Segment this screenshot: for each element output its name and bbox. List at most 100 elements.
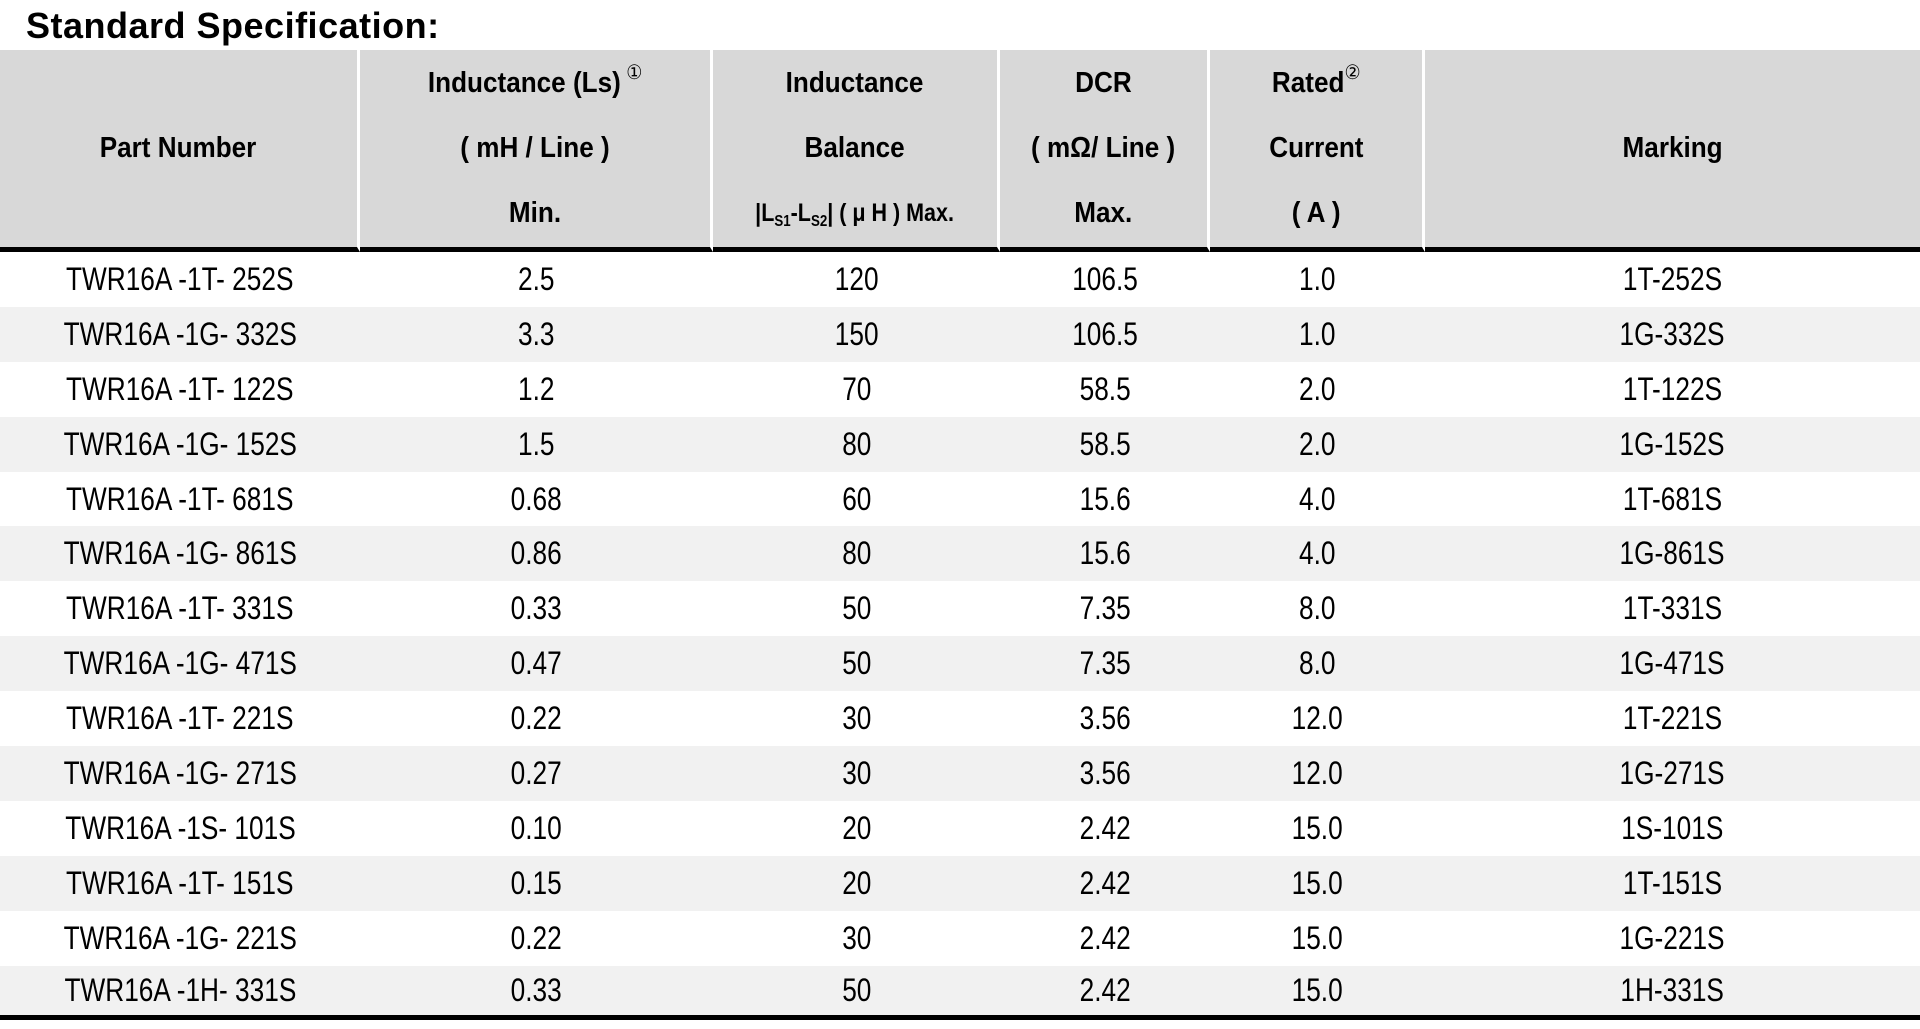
table-row: TWR16A -1H- 331S 0.33 50 2.42 15.0 1H-331S	[0, 965, 1920, 1021]
dcr-max-cell: 2.42	[1000, 856, 1210, 911]
header-line: |LS1-LS2| ( μ H ) Max.	[713, 181, 997, 246]
cell-text: 7.35	[1079, 645, 1131, 682]
cell-text: TWR16A -1G- 152S	[63, 425, 297, 462]
header-label-formula: |LS1-LS2| ( μ H ) Max.	[756, 181, 955, 246]
header-label: Part Number	[100, 132, 257, 164]
cell-text: 106.5	[1072, 260, 1138, 297]
rated-current-cell: 15.0	[1210, 856, 1425, 911]
inductance-balance-cell: 20	[713, 801, 1000, 856]
table-row: TWR16A -1S- 101S 0.10 20 2.42 15.0 1S-101S	[0, 800, 1920, 856]
cell-text: 8.0	[1299, 590, 1336, 627]
cell-text: TWR16A -1G- 471S	[63, 645, 297, 682]
marking-cell: 1G-332S	[1425, 307, 1920, 362]
marking-cell: 1T-221S	[1425, 691, 1920, 746]
dcr-max-cell: 3.56	[1000, 691, 1210, 746]
formula-part: -L	[791, 199, 812, 227]
inductance-min-cell: 0.86	[360, 526, 713, 581]
cell-text: TWR16A -1T- 151S	[66, 864, 294, 901]
rated-current-cell: 2.0	[1210, 362, 1425, 417]
cell-text: 150	[834, 315, 879, 352]
cell-text: 3.56	[1079, 700, 1131, 737]
cell-text: 15.6	[1079, 480, 1131, 517]
rated-current-cell: 15.0	[1210, 966, 1425, 1021]
inductance-balance-cell: 30	[713, 911, 1000, 966]
header-label: ( mΩ/ Line )	[1031, 132, 1176, 164]
table-row: TWR16A -1G- 152S 1.5 80 58.5 2.0 1G-152S	[0, 416, 1920, 472]
rated-current-cell: 12.0	[1210, 746, 1425, 801]
footnote-marker-1: ①	[626, 62, 643, 84]
header-line: ( A )	[1210, 181, 1422, 246]
cell-text: 1H-331S	[1620, 972, 1725, 1009]
cell-text: 12.0	[1291, 700, 1344, 737]
inductance-balance-cell: 50	[713, 581, 1000, 636]
inductance-min-cell: 2.5	[360, 252, 713, 307]
header-line: Balance	[713, 116, 997, 181]
table-row: TWR16A -1T- 681S 0.68 60 15.6 4.0 1T-681S	[0, 471, 1920, 527]
cell-text: 12.0	[1291, 754, 1344, 791]
inductance-min-cell: 3.3	[360, 307, 713, 362]
header-line: ( mH / Line )	[360, 116, 710, 181]
marking-cell: 1G-271S	[1425, 746, 1920, 801]
dcr-max-cell: 58.5	[1000, 417, 1210, 472]
cell-text: 1T-122S	[1622, 370, 1723, 407]
inductance-min-cell: 0.27	[360, 746, 713, 801]
header-line: ( mΩ/ Line )	[1000, 116, 1207, 181]
cell-text: 1T-221S	[1622, 700, 1723, 737]
cell-text: 1G-471S	[1619, 645, 1726, 682]
inductance-balance-cell: 20	[713, 856, 1000, 911]
table-row: TWR16A -1T- 331S 0.33 50 7.35 8.0 1T-331S	[0, 581, 1920, 637]
header-line: Inductance	[713, 51, 997, 116]
cell-text: 15.6	[1079, 535, 1131, 572]
part-number-cell: TWR16A -1G- 332S	[0, 307, 360, 362]
cell-text: TWR16A -1T- 681S	[66, 480, 294, 517]
cell-text: 0.22	[510, 700, 563, 737]
cell-text: 1.0	[1299, 260, 1336, 297]
inductance-min-cell: 0.47	[360, 636, 713, 691]
marking-cell: 1T-331S	[1425, 581, 1920, 636]
formula-subscript: S1	[774, 213, 792, 230]
header-label: Current	[1268, 132, 1364, 164]
formula-subscript: S2	[811, 213, 828, 230]
cell-text: 1T-151S	[1622, 864, 1723, 901]
table-row: TWR16A -1T- 122S 1.2 70 58.5 2.0 1T-122S	[0, 361, 1920, 417]
table-row: TWR16A -1G- 271S 0.27 30 3.56 12.0 1G-271S	[0, 746, 1920, 801]
cell-text: 8.0	[1299, 645, 1336, 682]
rated-current-cell: 1.0	[1210, 252, 1425, 307]
cell-text: 30	[841, 700, 872, 737]
col-header-rated-current: Rated② Current ( A )	[1210, 50, 1425, 252]
cell-text: 1G-332S	[1619, 315, 1726, 352]
marking-cell: 1H-331S	[1425, 966, 1920, 1021]
header-line: Max.	[1000, 181, 1207, 246]
cell-text: 106.5	[1072, 315, 1138, 352]
cell-text: 50	[841, 972, 872, 1009]
page-title: Standard Specification:	[26, 5, 440, 46]
marking-cell: 1T-151S	[1425, 856, 1920, 911]
header-label: Max.	[1074, 197, 1133, 229]
header-label: Inductance	[786, 67, 924, 99]
cell-text: 2.42	[1079, 809, 1131, 846]
rated-current-cell: 15.0	[1210, 801, 1425, 856]
cell-text: 7.35	[1079, 590, 1131, 627]
cell-text: 30	[841, 754, 872, 791]
cell-text: 15.0	[1291, 809, 1344, 846]
inductance-min-cell: 1.5	[360, 417, 713, 472]
header-line: Min.	[360, 181, 710, 246]
cell-text: 0.33	[510, 590, 563, 627]
header-line: Current	[1210, 116, 1422, 181]
table-row: TWR16A -1G- 332S 3.3 150 106.5 1.0 1G-332S	[0, 306, 1920, 362]
marking-cell: 1T-681S	[1425, 472, 1920, 527]
inductance-min-cell: 0.22	[360, 911, 713, 966]
table-row: TWR16A -1T- 252S 2.5 120 106.5 1.0 1T-252S	[0, 252, 1920, 307]
rated-current-cell: 8.0	[1210, 636, 1425, 691]
rated-current-cell: 4.0	[1210, 472, 1425, 527]
inductance-min-cell: 0.33	[360, 966, 713, 1021]
cell-text: 2.42	[1079, 972, 1131, 1009]
cell-text: 1T-681S	[1622, 480, 1723, 517]
inductance-min-cell: 0.68	[360, 472, 713, 527]
dcr-max-cell: 106.5	[1000, 307, 1210, 362]
marking-cell: 1S-101S	[1425, 801, 1920, 856]
rated-current-cell: 15.0	[1210, 911, 1425, 966]
cell-text: 2.0	[1299, 425, 1336, 462]
cell-text: 4.0	[1299, 480, 1336, 517]
rated-current-cell: 2.0	[1210, 417, 1425, 472]
